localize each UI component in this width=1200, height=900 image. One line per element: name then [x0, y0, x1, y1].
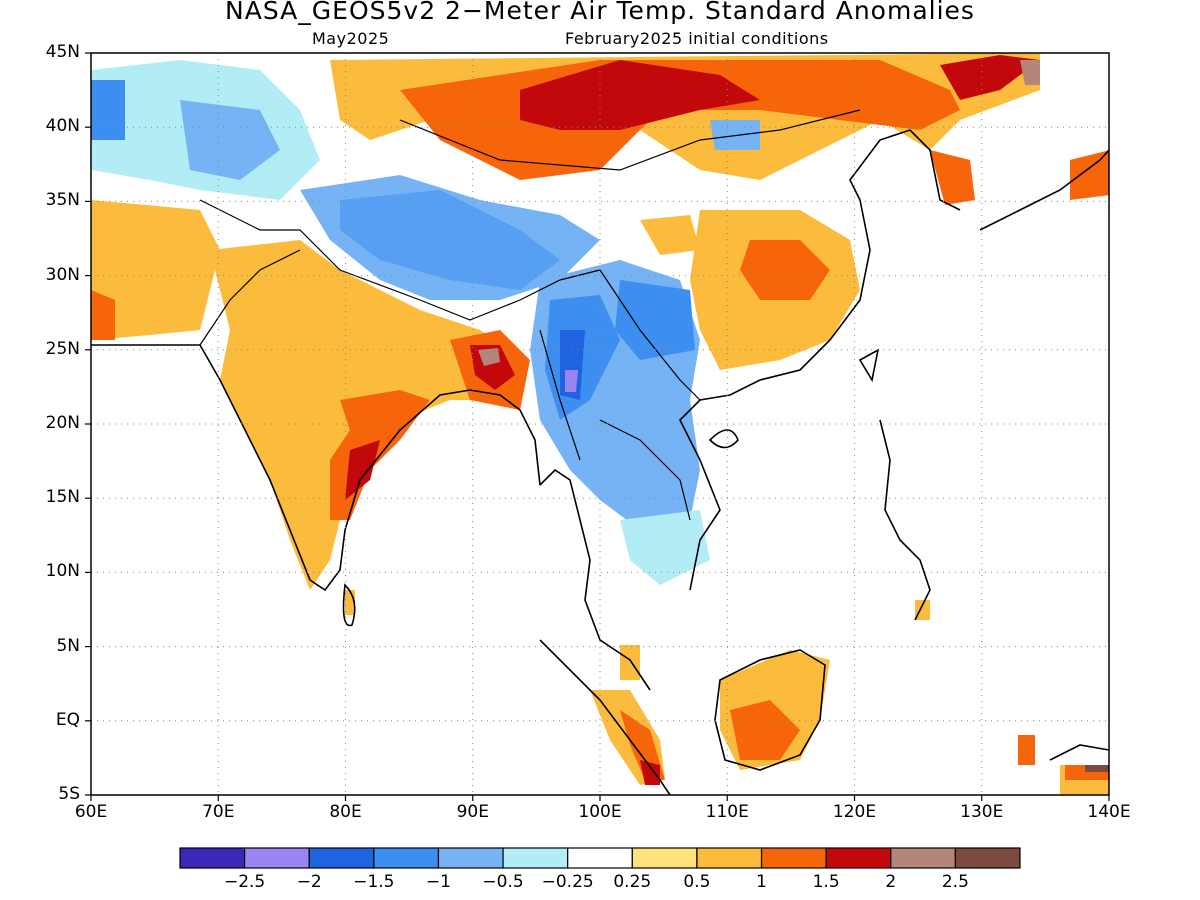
- colorbar-swatch: [567, 847, 633, 869]
- colorbar-swatch: [631, 847, 698, 869]
- lat-label: 5S: [58, 784, 80, 804]
- lat-label: 20N: [45, 413, 80, 433]
- lon-label: 110E: [705, 802, 749, 822]
- lon-label: 70E: [202, 802, 235, 822]
- lat-label: 35N: [45, 190, 80, 211]
- lat-label: 45N: [45, 42, 80, 62]
- colorbar-label: 0.25: [613, 872, 652, 892]
- colorbar-label: −1.5: [353, 872, 395, 892]
- lon-label: 130E: [960, 802, 1004, 822]
- colorbar-label: −2: [296, 872, 322, 892]
- coastlines: [91, 129, 1109, 795]
- colorbar-label: −0.5: [482, 872, 524, 892]
- lon-label: 100E: [578, 802, 622, 822]
- colorbar-swatch: [890, 847, 956, 869]
- colorbar-label: 0.5: [683, 872, 711, 892]
- lon-label: 60E: [74, 802, 108, 822]
- lon-label: 80E: [329, 802, 362, 822]
- graticule: [91, 53, 1109, 795]
- colorbar-swatch: [179, 847, 246, 869]
- colorbar-label: 1.5: [812, 872, 840, 892]
- lat-label: 15N: [45, 487, 80, 508]
- lon-label: 140E: [1087, 802, 1131, 822]
- lat-label: 10N: [45, 561, 80, 582]
- colorbar-swatch: [373, 847, 440, 869]
- colorbar-swatch: [308, 847, 375, 869]
- colorbar-label: −1: [425, 872, 451, 892]
- initial-conditions-label: February2025 initial conditions: [565, 29, 829, 48]
- colorbar-label: −0.25: [541, 872, 594, 892]
- forecast-month-label: May2025: [312, 29, 390, 48]
- lat-label: 30N: [45, 264, 80, 285]
- country-borders: [199, 109, 861, 521]
- lat-label: EQ: [55, 709, 80, 730]
- lat-label: 40N: [45, 116, 80, 137]
- colorbar: [179, 847, 1021, 869]
- colorbar-swatch: [244, 847, 310, 869]
- anomaly-field: [91, 53, 1109, 795]
- colorbar-swatch: [954, 847, 1021, 869]
- lon-label: 90E: [456, 802, 489, 822]
- colorbar-swatch: [696, 847, 763, 869]
- lat-label: 5N: [56, 635, 80, 656]
- colorbar-label: 2.5: [941, 872, 969, 892]
- lat-label: 25N: [45, 338, 80, 359]
- colorbar-label: 2: [885, 872, 897, 892]
- colorbar-swatch: [760, 847, 827, 869]
- colorbar-label: 1: [756, 872, 767, 892]
- colorbar-swatch: [502, 847, 569, 869]
- colorbar-swatch: [437, 847, 504, 869]
- colorbar-label: −2.5: [223, 872, 266, 892]
- colorbar-swatch: [825, 847, 892, 869]
- lon-label: 120E: [832, 802, 877, 822]
- map-title: NASA_GEOS5v2 2−Meter Air Temp. Standard …: [225, 0, 975, 25]
